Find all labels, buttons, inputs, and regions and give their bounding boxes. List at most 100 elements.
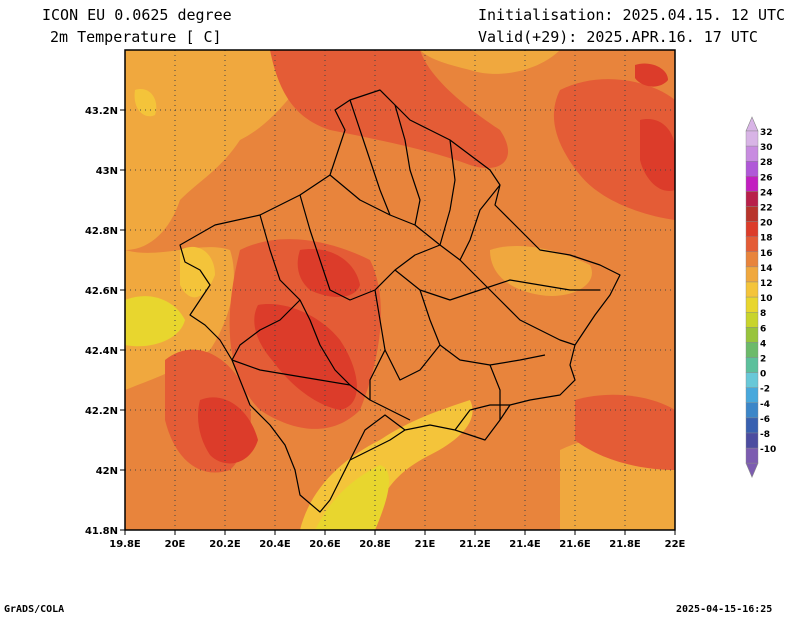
border-line (299, 194, 441, 301)
colorbar-label: 18 (760, 234, 773, 244)
field-west-14 (125, 50, 330, 250)
lon-tick-label: 20.8E (359, 539, 391, 550)
colorbar-swatch (745, 266, 759, 283)
colorbar-swatch (745, 221, 759, 237)
field-sw-20 (198, 397, 258, 464)
lat-tick-label: 42N (96, 466, 118, 477)
colorbar-top-arrow (745, 116, 759, 132)
colorbar-label: 14 (760, 264, 773, 274)
lon-tick-label: 21.6E (559, 539, 591, 550)
colorbar-swatch (745, 130, 759, 147)
field-ne-20b (635, 63, 668, 87)
border-line (479, 279, 576, 346)
colorbar-label: 6 (760, 324, 766, 334)
lat-tick-label: 43.2N (85, 106, 118, 117)
colorbar-swatch (745, 372, 759, 388)
colorbar-swatch (745, 312, 759, 328)
colorbar-label: 24 (760, 188, 773, 198)
colorbar-swatch (745, 342, 759, 358)
lon-tick-label: 20.6E (309, 539, 341, 550)
lon-tick-label: 20.2E (209, 539, 241, 550)
field-west-12 (180, 246, 215, 298)
colorbar-swatch (745, 402, 759, 419)
border-line (349, 99, 391, 216)
field-west-10 (125, 296, 185, 347)
colorbar-label: -10 (760, 445, 776, 455)
field-east-14 (490, 245, 592, 296)
border-line (259, 214, 351, 386)
colorbar-swatch (745, 281, 759, 298)
colorbar-swatch (745, 145, 759, 162)
lon-tick-label: 20E (165, 539, 186, 550)
colorbar-label: 28 (760, 158, 773, 168)
border-line (459, 184, 501, 261)
valid-time: Valid(+29): 2025.APR.16. 17 UTC (478, 28, 758, 46)
lon-tick-label: 22E (665, 539, 686, 550)
border-line (394, 269, 600, 301)
colorbar-label: -6 (760, 415, 770, 425)
colorbar-label: 30 (760, 143, 773, 153)
border-line (349, 414, 406, 461)
colorbar-label: -2 (760, 385, 770, 395)
field-nw-12 (134, 89, 157, 117)
colorbar-swatch (745, 387, 759, 404)
kosovo-outline (179, 89, 621, 513)
lon-tick-label: 21.2E (459, 539, 491, 550)
colorbar-label: -8 (760, 430, 770, 440)
colorbar-label: -4 (760, 400, 770, 410)
colorbar-label: 22 (760, 204, 773, 214)
colorbar-swatch (745, 160, 759, 177)
lat-tick-label: 43N (96, 166, 118, 177)
lon-tick-label: 21.8E (609, 539, 641, 550)
variable-title: 2m Temperature [ C] (50, 28, 222, 46)
colorbar-swatch (745, 176, 759, 192)
colorbar-label: 20 (760, 219, 773, 229)
longitude-axis: 19.8E 20E 20.2E 20.4E 20.6E 20.8E 21E 21.2E 21.4… (109, 530, 686, 550)
lat-tick-label: 42.2N (85, 406, 118, 417)
lat-tick-label: 42.8N (85, 226, 118, 237)
field-core-20b (297, 249, 360, 297)
colorbar-label: 8 (760, 309, 766, 319)
border-line (489, 364, 501, 420)
colorbar-label: 12 (760, 279, 773, 289)
lon-tick-label: 21.4E (509, 539, 541, 550)
colorbar-label: 26 (760, 173, 773, 183)
colorbar-swatch (745, 251, 759, 268)
border-line (454, 404, 510, 431)
field-south-10 (315, 465, 390, 530)
colorbar-label: 16 (760, 249, 773, 259)
footer-credit: GrADS/COLA (4, 604, 65, 615)
colorbar-swatch (745, 417, 759, 434)
model-title: ICON EU 0.0625 degree (42, 6, 232, 24)
admin-borders (179, 89, 621, 513)
field-se-18 (575, 394, 675, 470)
lat-tick-label: 42.6N (85, 286, 118, 297)
border-line (419, 289, 546, 366)
lat-tick-label: 41.8N (85, 526, 118, 537)
field-ne-20 (640, 119, 675, 191)
field-ne-18 (553, 79, 675, 220)
field-core-20 (254, 304, 357, 410)
lat-tick-label: 42.4N (85, 346, 118, 357)
colorbar-swatch (745, 447, 759, 464)
lon-tick-label: 19.8E (109, 539, 141, 550)
initialisation-time: Initialisation: 2025.04.15. 12 UTC (478, 6, 786, 24)
border-line (394, 104, 421, 226)
colorbar-swatch (745, 206, 759, 222)
colorbar-swatch (745, 432, 759, 449)
lon-tick-label: 21E (415, 539, 436, 550)
latitude-axis: 41.8N 42N 42.2N 42.4N 42.6N 42.8N 43N 43.2N (85, 106, 125, 537)
lon-tick-label: 20.4E (259, 539, 291, 550)
colorbar-label: 10 (760, 294, 773, 304)
border-line (439, 139, 456, 246)
colorbar-swatch (745, 357, 759, 373)
colorbar-swatch (745, 236, 759, 252)
colorbar-label: 2 (760, 355, 766, 365)
field-north-18 (270, 50, 509, 169)
colorbar-label: 32 (760, 128, 773, 138)
border-line (231, 299, 301, 361)
colorbar-swatch (745, 327, 759, 343)
colorbar-swatch (745, 296, 759, 313)
